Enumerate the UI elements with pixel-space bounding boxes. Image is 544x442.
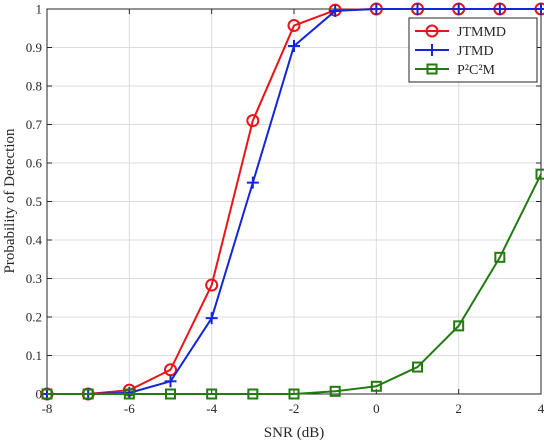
data-point — [164, 375, 177, 388]
data-point — [452, 3, 465, 15]
x-tick-label: 0 — [373, 401, 380, 416]
data-point — [453, 320, 465, 332]
x-tick-label: 2 — [455, 401, 462, 416]
data-point — [370, 380, 382, 392]
y-axis-label: Probability of Detection — [2, 128, 18, 273]
y-tick-label: 0 — [36, 387, 43, 402]
data-point — [82, 388, 94, 400]
series-2 — [41, 3, 544, 400]
data-point — [41, 388, 53, 400]
x-tick-label: -4 — [206, 401, 217, 416]
data-point — [206, 388, 218, 400]
x-tick-label: -8 — [42, 401, 53, 416]
legend-label: JTMD — [457, 44, 494, 59]
data-point — [329, 4, 342, 17]
series-group — [40, 2, 544, 401]
data-point — [288, 39, 300, 52]
y-tick-label: 0.4 — [26, 233, 43, 248]
y-tick-label: 0.5 — [26, 194, 42, 209]
data-point — [123, 388, 135, 400]
y-tick-label: 0.2 — [26, 310, 42, 325]
data-point — [288, 388, 300, 400]
data-point — [412, 361, 423, 373]
x-tick-label: -6 — [124, 401, 135, 416]
y-tick-label: 1 — [36, 2, 43, 17]
legend-entry: JTMD — [415, 44, 494, 59]
data-point — [287, 19, 301, 33]
data-point — [494, 251, 506, 263]
data-point — [165, 388, 176, 400]
legend: JTMMD JTMD P²C²M — [408, 17, 538, 83]
data-point — [246, 176, 259, 189]
x-tick-label: 4 — [538, 401, 544, 416]
data-point — [246, 114, 260, 128]
tick-labels: -8 -6 -4 -2 0 2 4 0 0.1 0.2 0.3 0.4 0.5 0.6 0.7 0.8 0.9 1 — [26, 2, 544, 417]
y-tick-label: 0.1 — [26, 348, 42, 363]
data-point — [493, 3, 506, 15]
legend-label: P²C²M — [457, 63, 496, 78]
data-point — [164, 363, 177, 377]
legend-label: JTMMD — [457, 25, 506, 40]
data-point — [205, 312, 218, 325]
legend-marker — [426, 63, 438, 75]
legend-entry: P²C²M — [415, 63, 496, 78]
y-tick-label: 0.6 — [26, 156, 43, 171]
y-tick-label: 0.3 — [26, 271, 42, 286]
data-point — [370, 3, 383, 15]
data-point — [535, 3, 544, 15]
series-3 — [41, 168, 544, 400]
legend-entry: JTMMD — [415, 24, 506, 40]
data-point — [411, 3, 424, 15]
x-tick-label: -2 — [289, 401, 300, 416]
data-point — [535, 168, 544, 180]
series-line — [47, 173, 542, 395]
legend-marker — [426, 44, 438, 56]
data-point — [329, 385, 341, 397]
y-tick-label: 0.8 — [26, 79, 42, 94]
y-tick-label: 0.7 — [26, 117, 43, 132]
legend-marker — [425, 24, 439, 38]
data-point — [247, 388, 259, 400]
data-point — [205, 278, 219, 292]
y-tick-label: 0.9 — [26, 40, 42, 55]
x-axis-label: SNR (dB) — [264, 425, 324, 441]
